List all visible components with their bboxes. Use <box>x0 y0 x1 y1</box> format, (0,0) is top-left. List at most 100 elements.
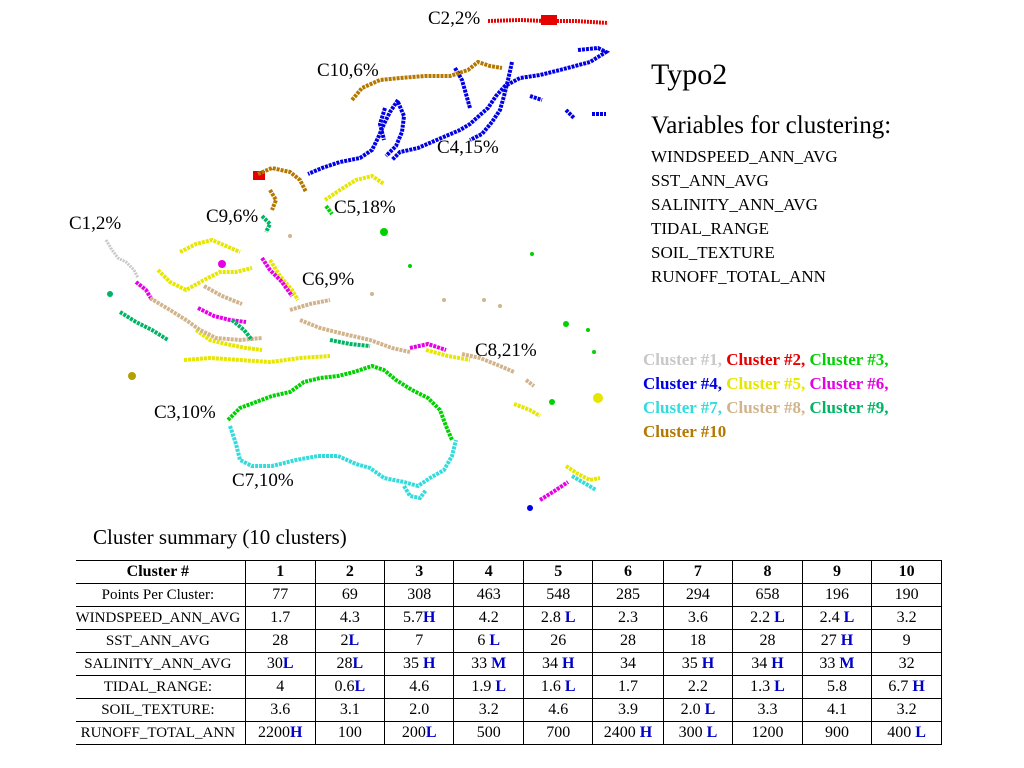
header-cluster-5: 5 <box>522 560 594 584</box>
cluster-legend: Cluster #1, Cluster #2, Cluster #3, Clust… <box>643 348 973 444</box>
cell-value: 18 <box>689 632 706 649</box>
cell-value: 35 <box>402 655 423 672</box>
cell-flag: L <box>489 632 501 649</box>
header-cluster-2: 2 <box>314 560 385 584</box>
cell-flag: M <box>839 655 855 672</box>
table-cell: 34 <box>592 652 664 676</box>
table-cell: 1.7 <box>592 675 664 699</box>
cell-value: 28 <box>336 655 353 672</box>
table-cell: 28L <box>314 652 385 676</box>
table-cell: 3.6 <box>244 698 316 722</box>
row-label: Points Per Cluster: <box>76 583 246 607</box>
cell-value: 69 <box>341 586 358 603</box>
table-cell: 285 <box>592 583 664 607</box>
variable-item: SST_ANN_AVG <box>651 171 769 190</box>
row-label: SALINITY_ANN_AVG <box>76 652 246 676</box>
cell-value: 28 <box>272 632 289 649</box>
cell-value: 2.0 <box>409 701 430 718</box>
cell-value: 300 <box>678 724 707 741</box>
row-label: TIDAL_RANGE: <box>76 675 246 699</box>
cell-flag: H <box>289 724 303 741</box>
legend-item-cluster-9: Cluster #9, <box>809 398 889 417</box>
table-cell: 3.9 <box>592 698 664 722</box>
table-cell: 4.6 <box>522 698 594 722</box>
header-cluster-3: 3 <box>383 560 455 584</box>
cell-value: 400 <box>887 724 916 741</box>
legend-item-cluster-8: Cluster #8, <box>726 398 806 417</box>
variables-heading: Variables for clustering: <box>651 112 892 139</box>
cell-value: 200 <box>401 724 426 741</box>
cluster-8-segment <box>148 284 536 388</box>
cell-value: 3.6 <box>270 701 291 718</box>
cell-flag: L <box>354 678 366 695</box>
table-row: TIDAL_RANGE: 4 0.6L 4.6 1.9 L 1.6 L 1.7 2.2 1.3 … <box>76 675 942 699</box>
table-cell: 7 <box>383 629 455 653</box>
table-cell: 26 <box>522 629 594 653</box>
table-cell: 500 <box>453 721 524 745</box>
label-c5: C5,18% <box>334 197 396 218</box>
cell-value: 3.1 <box>339 701 360 718</box>
table-cell: 5.7H <box>383 606 455 630</box>
table-cell: 34 H <box>522 652 594 676</box>
table-cell: 18 <box>662 629 734 653</box>
cell-value: 6.7 <box>888 678 913 695</box>
table-cell: 658 <box>732 583 803 607</box>
variable-item: WINDSPEED_ANN_AVG <box>651 147 838 166</box>
cluster-9-segment <box>107 214 371 348</box>
cell-flag: L <box>843 609 855 626</box>
header-cluster-1: 1 <box>244 560 316 584</box>
cell-value: 4.3 <box>339 609 360 626</box>
cell-value: 1.7 <box>270 609 291 626</box>
table-cell: 4 <box>244 675 316 699</box>
table-cell: 9 <box>871 629 942 653</box>
table-cell: 33 M <box>801 652 873 676</box>
table-cell: 34 H <box>732 652 803 676</box>
cell-value: 4.1 <box>826 701 847 718</box>
cluster-2-segment <box>253 15 609 180</box>
table-cell: 2400 H <box>592 721 664 745</box>
cluster-10-segment <box>257 59 503 211</box>
cell-value: 27 <box>820 632 841 649</box>
cell-value: 3.2 <box>478 701 499 718</box>
cell-value: 2 <box>340 632 349 649</box>
cell-value: 33 <box>471 655 492 672</box>
cell-value: 1.3 <box>750 678 775 695</box>
table-cell: 2.3 <box>592 606 664 630</box>
cell-value: 500 <box>476 724 501 741</box>
table-row: SALINITY_ANN_AVG 30L 28L 35 H 33 M 34 H 34 35 H… <box>76 652 942 676</box>
table-cell: 32 <box>871 652 942 676</box>
cell-value: 34 <box>751 655 772 672</box>
table-cell: 4.3 <box>314 606 385 630</box>
cell-value: 1200 <box>751 724 784 741</box>
cell-value: 28 <box>620 632 636 649</box>
cell-value: 285 <box>616 586 640 603</box>
table-header-row: Cluster #1 2 3 4 5 6 7 8 9 10 <box>76 560 942 584</box>
table-cell: 4.1 <box>801 698 873 722</box>
cell-value: 4.2 <box>478 609 499 626</box>
cluster-summary-table: Cluster #1 2 3 4 5 6 7 8 9 10 Points Per Cluster:… <box>76 560 942 745</box>
cluster-7-segment <box>228 425 598 501</box>
table-cell: 300 L <box>662 721 734 745</box>
cell-value: 3.2 <box>896 609 917 626</box>
table-cell: 100 <box>314 721 385 745</box>
summary-caption: Cluster summary (10 clusters) <box>93 525 347 549</box>
row-label: SST_ANN_AVG <box>76 629 246 653</box>
variable-item: SOIL_TEXTURE <box>651 243 775 262</box>
header-cluster-10: 10 <box>871 560 942 584</box>
summary-table-frame: Cluster #1 2 3 4 5 6 7 8 9 10 Points Per Cluster:… <box>76 560 948 748</box>
cell-value: 26 <box>550 632 567 649</box>
cell-value: 2.2 <box>687 678 708 695</box>
legend-item-cluster-5: Cluster #5, <box>726 374 806 393</box>
cell-value: 190 <box>894 586 919 603</box>
cell-flag: L <box>704 701 716 718</box>
legend-item-cluster-3: Cluster #3, <box>809 350 889 369</box>
table-cell: 28 <box>592 629 664 653</box>
label-c4: C4,15% <box>437 137 499 158</box>
table-cell: 3.2 <box>871 606 942 630</box>
cell-value: 463 <box>476 586 501 603</box>
table-cell: 294 <box>662 583 734 607</box>
cell-value: 33 <box>819 655 840 672</box>
legend-item-cluster-7: Cluster #7, <box>643 398 723 417</box>
cell-flag: L <box>352 655 364 672</box>
cell-value: 0.6 <box>334 678 355 695</box>
